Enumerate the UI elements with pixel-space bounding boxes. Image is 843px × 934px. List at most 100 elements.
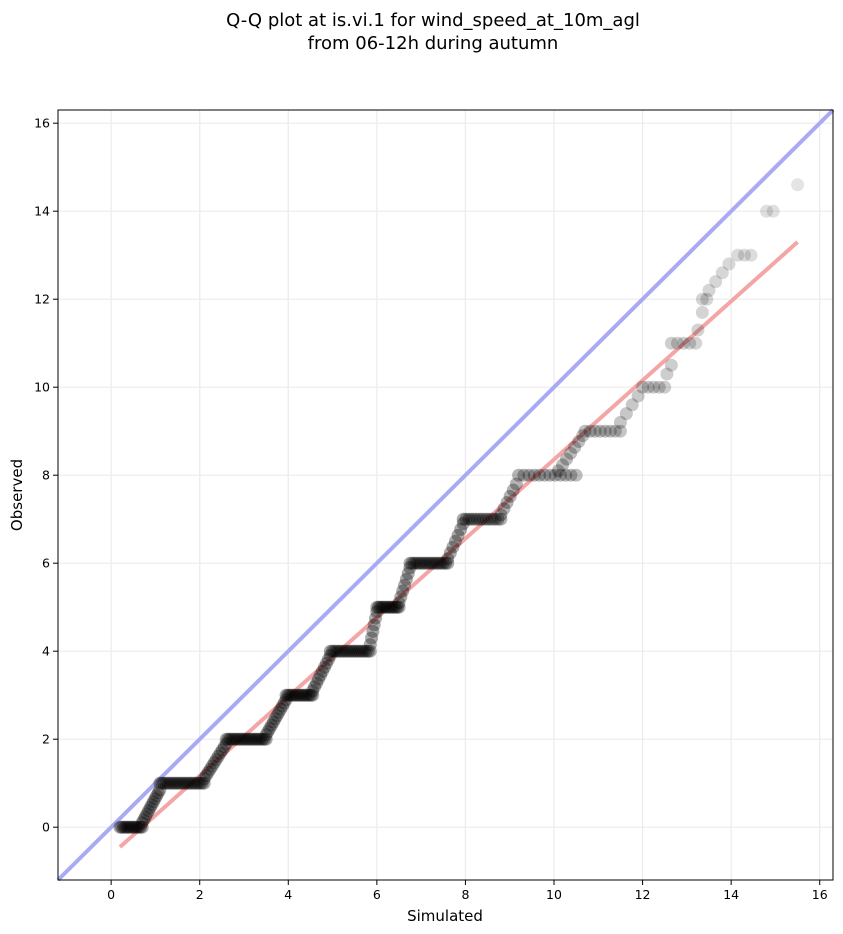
data-point — [274, 702, 288, 716]
data-point — [244, 732, 258, 746]
data-point — [363, 644, 377, 658]
data-point — [174, 776, 188, 790]
data-point — [277, 696, 291, 710]
data-point — [328, 644, 342, 658]
data-point — [760, 204, 774, 218]
data-point — [143, 801, 157, 815]
data-point — [357, 644, 371, 658]
data-point — [664, 336, 678, 350]
data-point — [178, 776, 192, 790]
data-point — [281, 688, 295, 702]
data-point — [300, 688, 314, 702]
data-point — [385, 600, 399, 614]
data-point — [432, 556, 446, 570]
data-point — [197, 772, 211, 786]
data-point — [416, 556, 430, 570]
data-point — [246, 732, 260, 746]
data-point — [118, 820, 132, 834]
data-point — [363, 638, 377, 652]
data-point — [731, 248, 745, 262]
data-point — [551, 464, 565, 478]
data-point — [293, 688, 307, 702]
y-tick-label: 14 — [34, 204, 50, 219]
data-point — [488, 512, 502, 526]
data-point — [737, 248, 751, 262]
x-tick-label: 4 — [284, 887, 292, 902]
data-point — [494, 508, 508, 522]
data-point — [283, 688, 297, 702]
data-point — [722, 257, 736, 271]
y-tick-label: 6 — [42, 556, 50, 571]
data-point — [715, 266, 729, 280]
data-point — [399, 572, 413, 586]
data-point — [410, 556, 424, 570]
data-point — [421, 556, 435, 570]
data-point — [130, 820, 144, 834]
data-point — [123, 820, 137, 834]
data-point — [338, 644, 352, 658]
x-tick-label: 2 — [196, 887, 204, 902]
data-point — [229, 732, 243, 746]
data-point — [576, 429, 590, 443]
data-point — [334, 644, 348, 658]
axes-border — [57, 109, 834, 881]
data-point — [695, 292, 709, 306]
data-point — [266, 715, 280, 729]
data-point — [253, 732, 267, 746]
data-point — [414, 556, 428, 570]
data-point — [593, 424, 607, 438]
data-point — [613, 424, 627, 438]
data-point — [240, 732, 254, 746]
data-point — [217, 740, 231, 754]
data-point — [412, 556, 426, 570]
data-point — [122, 820, 136, 834]
data-point — [658, 380, 672, 394]
data-point — [199, 769, 213, 783]
data-point — [248, 732, 262, 746]
data-point — [427, 556, 441, 570]
y-tick-label: 0 — [42, 820, 50, 835]
data-point — [491, 512, 505, 526]
data-point — [500, 495, 514, 509]
data-point — [342, 644, 356, 658]
data-point — [219, 732, 233, 746]
data-point — [369, 611, 383, 625]
data-point — [142, 804, 156, 818]
data-point — [482, 512, 496, 526]
data-point — [744, 248, 758, 262]
data-point — [250, 732, 264, 746]
data-point — [145, 798, 159, 812]
data-point — [290, 688, 304, 702]
data-point — [370, 600, 384, 614]
data-point — [471, 512, 485, 526]
data-point — [120, 820, 134, 834]
data-point — [236, 732, 250, 746]
data-point — [367, 618, 381, 632]
data-point — [299, 688, 313, 702]
data-point — [193, 776, 207, 790]
data-point — [227, 732, 241, 746]
data-point — [321, 653, 335, 667]
data-point — [291, 688, 305, 702]
data-point — [163, 776, 177, 790]
data-point — [330, 644, 344, 658]
identity-line — [56, 108, 835, 882]
data-point — [170, 776, 184, 790]
data-point — [314, 668, 328, 682]
data-point — [522, 468, 536, 482]
data-point — [259, 728, 273, 742]
data-point — [441, 552, 455, 566]
data-point — [346, 644, 360, 658]
data-point — [446, 540, 460, 554]
data-point — [652, 380, 666, 394]
data-point — [137, 813, 151, 827]
data-point — [319, 656, 333, 670]
data-point — [223, 732, 237, 746]
data-point — [323, 649, 337, 663]
fit-line — [118, 240, 799, 849]
data-point — [533, 468, 547, 482]
data-point — [373, 600, 387, 614]
data-point — [361, 644, 375, 658]
